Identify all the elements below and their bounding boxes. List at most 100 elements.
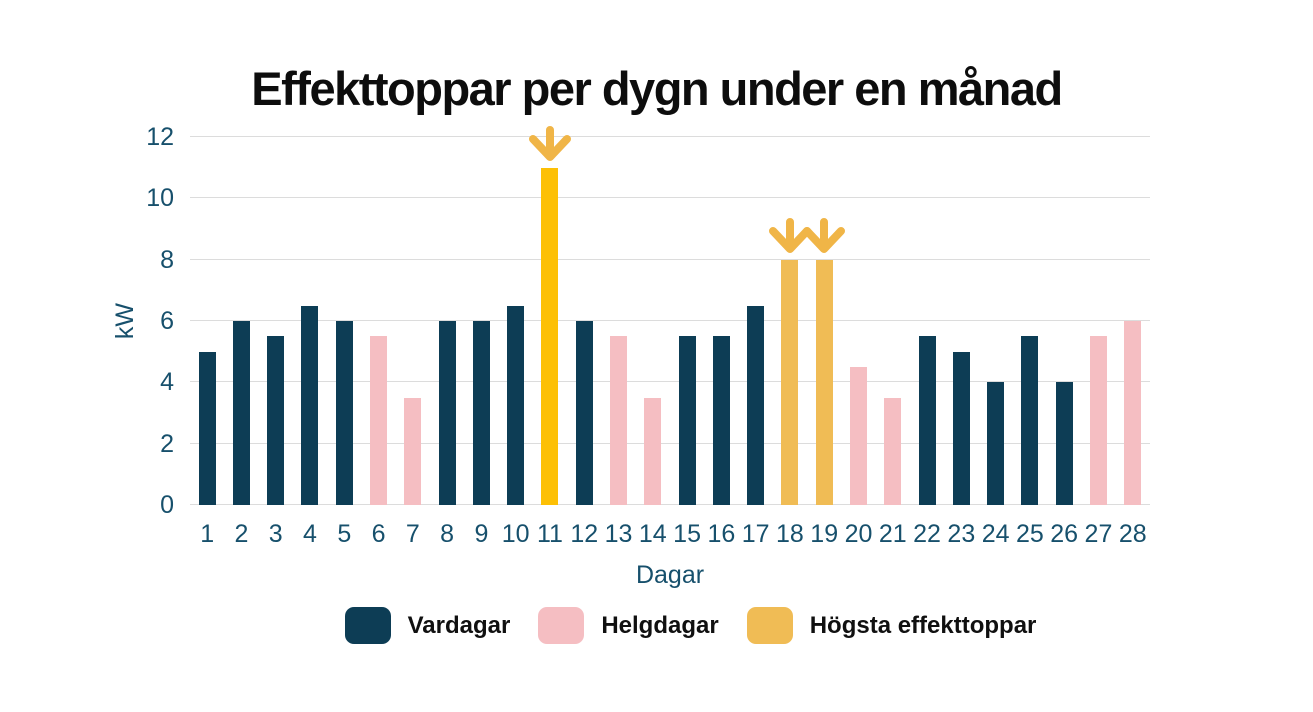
bar-day-5: [335, 321, 353, 505]
bar-day-24: [987, 382, 1005, 505]
bars-row: [190, 125, 1150, 505]
gridline: [190, 197, 1150, 199]
bar-slot-day-25: [1013, 137, 1047, 505]
x-tick-label-day-4: 4: [303, 520, 317, 548]
y-tick-label: 0: [160, 491, 174, 519]
peak-arrow-icon: [527, 125, 573, 162]
bar-slot-day-12: [567, 137, 601, 505]
bar-slot-day-13: [601, 137, 635, 505]
bar-day-26: [1055, 382, 1073, 505]
y-tick-label: 6: [160, 307, 174, 335]
x-tick-label-day-25: 25: [1015, 520, 1044, 548]
gridline: [190, 504, 1150, 505]
x-tick-label-day-24: 24: [981, 520, 1010, 548]
bar-slot-day-5: [327, 137, 361, 505]
plot-area: [190, 125, 1150, 505]
peak-arrow-icon: [767, 217, 813, 254]
x-tick-label-day-8: 8: [440, 520, 455, 548]
x-tick-label-day-5: 5: [337, 520, 352, 548]
bar-slot-day-20: [841, 137, 875, 505]
x-tick-label-day-2: 2: [234, 520, 249, 548]
bar-day-23: [952, 351, 970, 505]
bar-slot-day-3: [259, 137, 293, 505]
x-tick-label-day-10: 10: [501, 520, 530, 548]
bar-slot-day-2: [224, 137, 258, 505]
bar-slot-day-4: [293, 137, 327, 505]
gridline: [190, 381, 1150, 383]
legend-item: Högsta effekttoppar: [746, 607, 1037, 644]
legend-label: Helgdagar: [601, 611, 719, 639]
bar-day-11: [541, 167, 559, 505]
x-tick-label-day-16: 16: [707, 520, 736, 548]
bar-slot-day-26: [1047, 137, 1081, 505]
bar-day-12: [575, 321, 593, 505]
x-tick-label-day-26: 26: [1050, 520, 1079, 548]
x-tick-label-day-12: 12: [570, 520, 599, 548]
legend-label: Högsta effekttoppar: [809, 611, 1037, 639]
x-tick-label-day-28: 28: [1118, 520, 1147, 548]
bar-day-10: [507, 305, 525, 505]
x-tick-label-day-15: 15: [673, 520, 701, 548]
x-tick-label-day-14: 14: [638, 520, 667, 548]
bar-day-14: [644, 397, 662, 505]
legend-swatch-icon: [538, 607, 585, 644]
bar-day-25: [1021, 336, 1039, 505]
bar-slot-day-8: [430, 137, 464, 505]
x-tick-label-day-11: 11: [536, 520, 563, 548]
bar-slot-day-23: [944, 137, 978, 505]
bar-slot-day-17: [739, 137, 773, 505]
bar-slot-day-21: [876, 137, 910, 505]
bar-day-13: [610, 336, 628, 505]
bar-slot-day-7: [396, 137, 430, 505]
x-tick-label-day-9: 9: [474, 520, 489, 548]
bar-slot-day-28: [1116, 137, 1150, 505]
x-tick-label-day-18: 18: [776, 520, 804, 548]
x-tick-label-day-1: 1: [200, 520, 215, 548]
y-tick-label: 8: [160, 245, 174, 274]
bar-day-19: [815, 259, 833, 505]
bar-slot-day-14: [636, 137, 670, 505]
x-tick-label-day-7: 7: [405, 520, 420, 548]
bar-day-2: [232, 321, 250, 505]
legend: Vardagar Helgdagar Högsta effekttoppar: [0, 607, 1313, 644]
peak-arrow-icon: [801, 217, 847, 254]
x-tick-label-day-17: 17: [741, 520, 770, 548]
x-axis-title: Dagar: [635, 561, 705, 589]
y-tick-label: 4: [160, 368, 174, 397]
bar-slot-day-11: [528, 125, 571, 505]
x-tick-label-day-21: 21: [878, 520, 907, 548]
bar-slot-day-27: [1081, 137, 1115, 505]
x-tick-label-day-20: 20: [844, 520, 873, 548]
y-tick-label: 10: [146, 184, 174, 213]
bar-slot-day-24: [978, 137, 1012, 505]
chart-title: Effekttoppar per dygn under en månad: [251, 62, 1063, 116]
gridline: [190, 320, 1150, 321]
legend-item: Helgdagar: [538, 607, 719, 644]
x-tick-label-day-22: 22: [913, 520, 941, 548]
bar-day-21: [884, 397, 902, 505]
bar-day-15: [678, 336, 696, 505]
x-tick-label-day-27: 27: [1084, 520, 1113, 548]
y-tick-label: 12: [146, 123, 174, 151]
gridline: [190, 258, 1150, 260]
gridline: [190, 136, 1150, 137]
legend-label: Vardagar: [407, 611, 511, 639]
bar-slot-day-9: [464, 137, 498, 505]
bar-slot-day-1: [190, 137, 224, 505]
x-tick-label-day-23: 23: [947, 520, 976, 548]
bar-day-17: [747, 305, 765, 505]
bar-day-4: [301, 305, 319, 505]
legend-item: Vardagar: [344, 607, 511, 644]
bar-slot-day-15: [670, 137, 704, 505]
bar-slot-day-22: [910, 137, 944, 505]
bar-slot-day-10: [499, 137, 533, 505]
bar-day-16: [712, 336, 730, 505]
bar-slot-day-16: [704, 137, 738, 505]
x-axis-tick-labels: 1 2 3 4 5 6 7 8 9 10 11 12 13 14 15 16 17 18 19 20 21 22 23 24 2…: [190, 520, 1150, 549]
x-tick-label-day-13: 13: [604, 520, 633, 548]
legend-swatch-icon: [344, 607, 391, 644]
bar-day-9: [472, 321, 490, 505]
bar-slot-day-19: [803, 137, 846, 505]
bar-day-18: [781, 259, 799, 505]
